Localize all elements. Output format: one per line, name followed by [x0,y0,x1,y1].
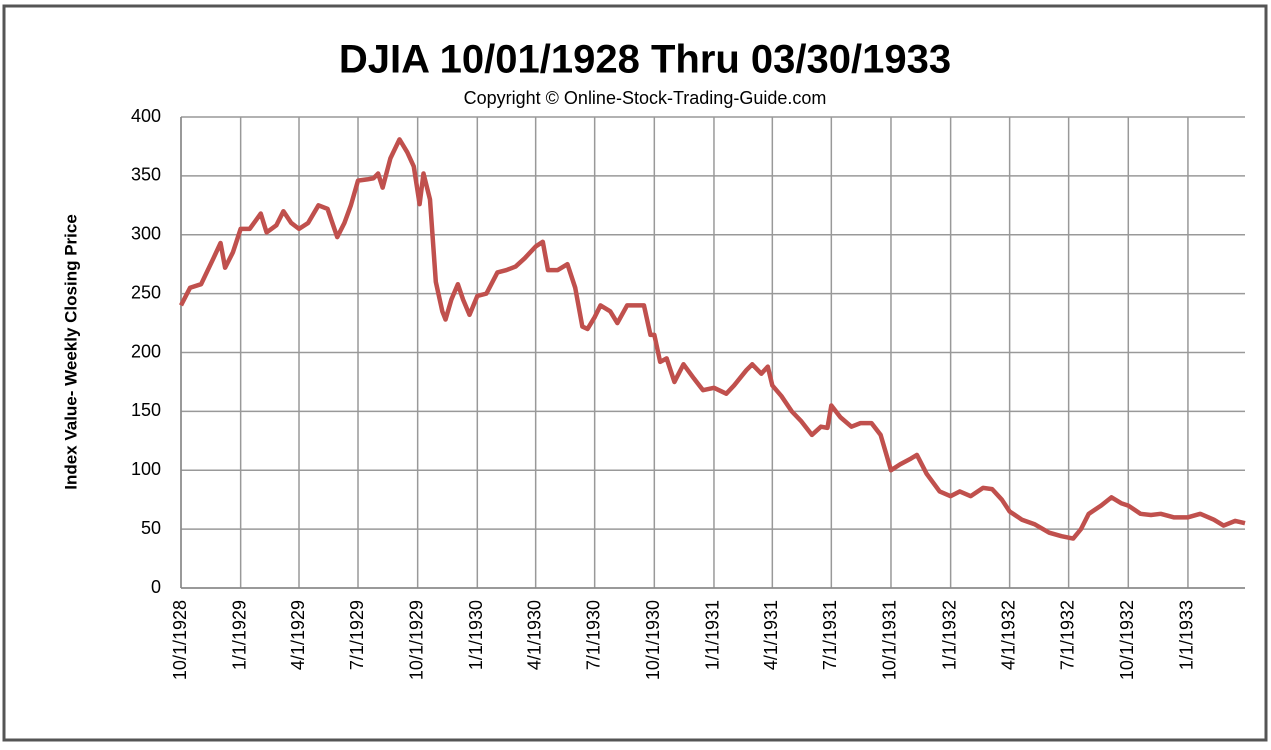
y-tick-label: 250 [131,282,161,302]
y-tick-label: 100 [131,459,161,479]
x-tick-label: 1/1/1930 [466,600,486,670]
frame [2,4,1268,742]
x-tick-label: 4/1/1929 [288,600,308,670]
y-tick-label: 350 [131,165,161,185]
y-tick-label: 150 [131,400,161,420]
y-tick-label: 50 [141,518,161,538]
x-tick-label: 1/1/1929 [229,600,249,670]
x-tick-label: 1/1/1933 [1177,600,1197,670]
y-axis-label: Index Value- Weekly Closing Price [61,214,80,490]
data-line [178,137,1246,541]
x-tick-label: 7/1/1930 [583,600,603,670]
x-tick-label: 1/1/1932 [939,600,959,670]
x-tick-label: 7/1/1929 [347,600,367,670]
x-tick-label: 7/1/1932 [1057,600,1077,670]
x-tick-label: 4/1/1931 [761,600,781,670]
chart-subtitle: Copyright © Online-Stock-Trading-Guide.c… [464,88,827,108]
x-tick-label: 7/1/1931 [820,600,840,670]
chart-title: DJIA 10/01/1928 Thru 03/30/1933 [339,38,951,82]
y-tick-label: 300 [131,224,161,244]
y-tick-label: 400 [131,106,161,126]
x-tick-label: 10/1/1928 [170,600,190,680]
y-tick-label: 200 [131,341,161,361]
x-tick-label: 10/1/1930 [643,600,663,680]
x-tick-label: 10/1/1931 [880,600,900,680]
x-tick-label: 4/1/1932 [998,600,1018,670]
x-tick-label: 4/1/1930 [524,600,544,670]
x-tick-label: 10/1/1932 [1117,600,1137,680]
x-tick-label: 1/1/1931 [703,600,723,670]
y-tick-label: 0 [151,577,161,597]
x-tick-label: 10/1/1929 [406,600,426,680]
